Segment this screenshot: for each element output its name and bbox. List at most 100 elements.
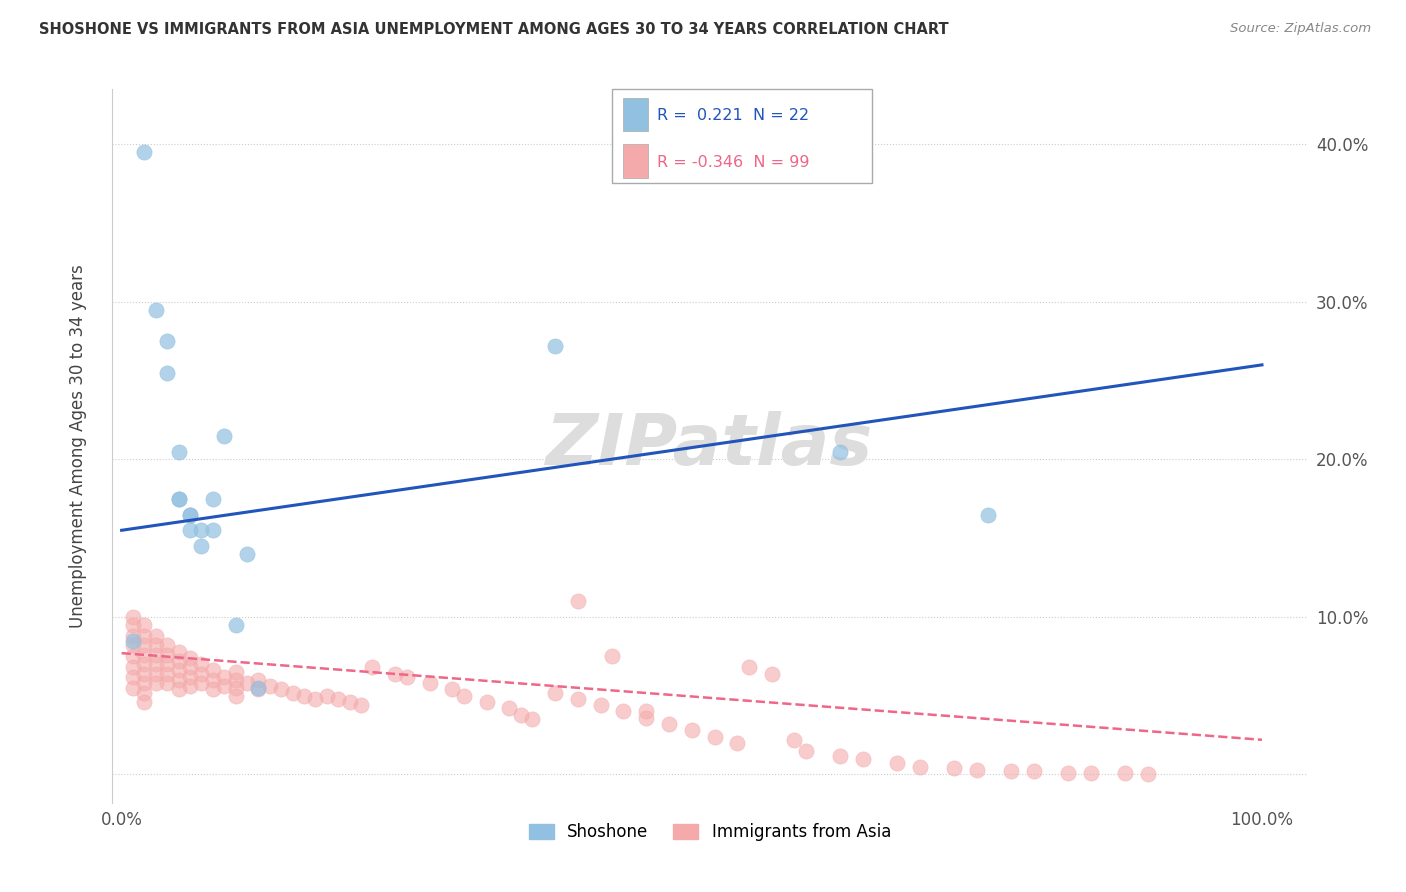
Point (636, 705, 658, 719)
Point (852, 752, 875, 766)
Point (225, 665, 247, 679)
Point (236, 676, 259, 690)
Point (247, 673, 270, 687)
Point (167, 444, 190, 458)
Point (179, 660, 201, 674)
Point (828, 748, 851, 763)
Point (225, 673, 247, 687)
Point (441, 682, 464, 697)
Point (212, 679, 235, 693)
Point (190, 539, 212, 553)
Point (589, 698, 612, 713)
Point (122, 610, 145, 624)
Point (134, 676, 156, 690)
Point (794, 744, 817, 758)
Point (167, 491, 190, 506)
Point (1080, 765, 1102, 780)
Point (350, 698, 373, 713)
Point (122, 649, 145, 664)
Point (361, 660, 384, 674)
Text: Source: ZipAtlas.com: Source: ZipAtlas.com (1230, 22, 1371, 36)
Point (567, 594, 589, 608)
Point (134, 638, 156, 652)
Point (520, 712, 543, 726)
Point (475, 695, 498, 709)
Point (886, 756, 908, 771)
Point (122, 633, 145, 648)
Point (179, 508, 201, 522)
Point (247, 681, 270, 695)
Point (544, 339, 567, 353)
Point (201, 664, 224, 678)
Point (145, 657, 167, 672)
Point (292, 689, 315, 703)
Point (418, 676, 440, 690)
Text: R = -0.346  N = 99: R = -0.346 N = 99 (657, 154, 808, 169)
Point (145, 629, 167, 643)
Point (304, 691, 326, 706)
Point (122, 670, 145, 684)
Point (179, 508, 201, 522)
Point (145, 302, 167, 317)
Point (179, 651, 201, 665)
Point (190, 523, 212, 537)
Point (225, 681, 247, 695)
Point (167, 644, 190, 658)
Point (167, 654, 190, 668)
Point (1000, 764, 1022, 779)
Point (977, 508, 1000, 522)
Text: R =  0.221  N = 22: R = 0.221 N = 22 (657, 108, 808, 123)
Point (156, 657, 179, 672)
Point (247, 682, 270, 697)
Point (167, 664, 190, 678)
Point (134, 648, 156, 662)
Point (328, 691, 350, 706)
Point (384, 666, 406, 681)
Point (156, 366, 179, 380)
Y-axis label: Unemployment Among Ages 30 to 34 years: Unemployment Among Ages 30 to 34 years (69, 264, 87, 628)
Point (1022, 764, 1045, 779)
Point (1057, 765, 1080, 780)
Point (1136, 767, 1159, 781)
Point (156, 638, 179, 652)
Point (395, 670, 418, 684)
Point (145, 648, 167, 662)
Point (167, 682, 190, 697)
Point (315, 689, 337, 703)
Legend: Shoshone, Immigrants from Asia: Shoshone, Immigrants from Asia (522, 817, 898, 848)
Point (498, 701, 520, 715)
Point (145, 666, 167, 681)
Point (943, 761, 966, 775)
Point (703, 730, 725, 744)
Point (828, 444, 851, 458)
Point (190, 676, 212, 690)
Point (544, 685, 567, 699)
Point (122, 681, 145, 695)
Point (201, 523, 224, 537)
Point (681, 723, 703, 738)
Text: SHOSHONE VS IMMIGRANTS FROM ASIA UNEMPLOYMENT AMONG AGES 30 TO 34 YEARS CORRELAT: SHOSHONE VS IMMIGRANTS FROM ASIA UNEMPLO… (39, 22, 949, 37)
Point (134, 145, 156, 160)
Point (156, 676, 179, 690)
Point (134, 666, 156, 681)
Point (658, 717, 681, 731)
Point (122, 629, 145, 643)
Point (156, 666, 179, 681)
Point (201, 491, 224, 506)
Point (156, 648, 179, 662)
Point (134, 617, 156, 632)
Point (156, 334, 179, 349)
Point (134, 629, 156, 643)
Point (134, 695, 156, 709)
Point (122, 638, 145, 652)
Point (179, 523, 201, 537)
Point (453, 689, 475, 703)
Point (761, 666, 783, 681)
Point (738, 660, 761, 674)
Point (636, 711, 658, 725)
Text: ZIPatlas: ZIPatlas (547, 411, 873, 481)
Point (225, 689, 247, 703)
Point (179, 670, 201, 684)
Point (201, 682, 224, 697)
Point (339, 695, 361, 709)
